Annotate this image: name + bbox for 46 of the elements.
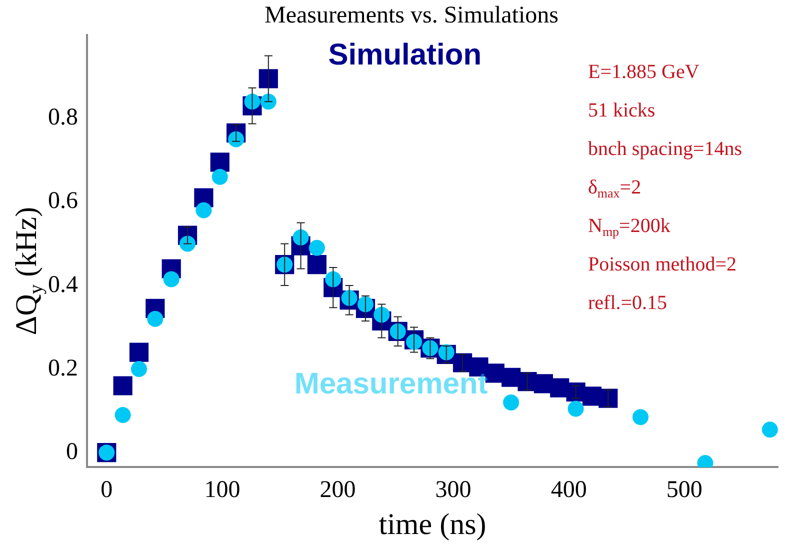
point bbox=[131, 361, 147, 378]
y-tick-label: 0.6 bbox=[48, 188, 78, 214]
point bbox=[228, 131, 244, 148]
x-tick-label: 200 bbox=[320, 476, 356, 503]
point bbox=[163, 271, 180, 288]
point bbox=[129, 342, 149, 362]
point bbox=[260, 94, 276, 110]
series-label: Simulation bbox=[328, 38, 482, 72]
point bbox=[147, 310, 164, 327]
y-tick-label: 0.2 bbox=[48, 355, 78, 382]
point bbox=[632, 409, 648, 426]
y-axis-title: ΔQy (kHz) bbox=[10, 206, 48, 336]
point bbox=[374, 306, 390, 323]
x-tick-label: 100 bbox=[204, 476, 240, 503]
x-tick-label: 400 bbox=[550, 476, 587, 503]
point bbox=[341, 290, 358, 306]
point bbox=[325, 271, 342, 288]
annotation: refl.=0.15 bbox=[588, 292, 668, 314]
point bbox=[568, 400, 584, 417]
x-tick-label: 0 bbox=[100, 476, 113, 503]
annotation: 51 kicks bbox=[588, 100, 656, 122]
y-tick-label: 0 bbox=[66, 438, 78, 465]
point bbox=[114, 406, 131, 423]
point bbox=[212, 168, 228, 185]
y-tick-label: 0.8 bbox=[48, 104, 78, 131]
point bbox=[244, 94, 260, 110]
x-tick-label: 300 bbox=[435, 476, 472, 503]
chart-title: Measurements vs. Simulations bbox=[264, 2, 558, 29]
point bbox=[503, 394, 520, 410]
annotation: E=1.885 GeV bbox=[588, 61, 700, 84]
series-label: Measurement bbox=[294, 367, 488, 400]
point bbox=[762, 422, 778, 438]
point bbox=[196, 202, 212, 218]
x-axis-title: time (ns) bbox=[378, 508, 486, 541]
point bbox=[113, 376, 132, 396]
x-tick-label: 500 bbox=[666, 476, 702, 503]
point bbox=[598, 388, 618, 408]
point bbox=[180, 236, 196, 252]
point bbox=[210, 152, 230, 172]
point bbox=[258, 69, 278, 88]
y-tick-label: 0.4 bbox=[48, 272, 78, 298]
point bbox=[307, 255, 326, 274]
point bbox=[292, 229, 309, 246]
annotation: Poisson method=2 bbox=[588, 254, 737, 276]
point bbox=[308, 240, 325, 256]
annotation: bnch spacing=14ns bbox=[588, 138, 742, 160]
